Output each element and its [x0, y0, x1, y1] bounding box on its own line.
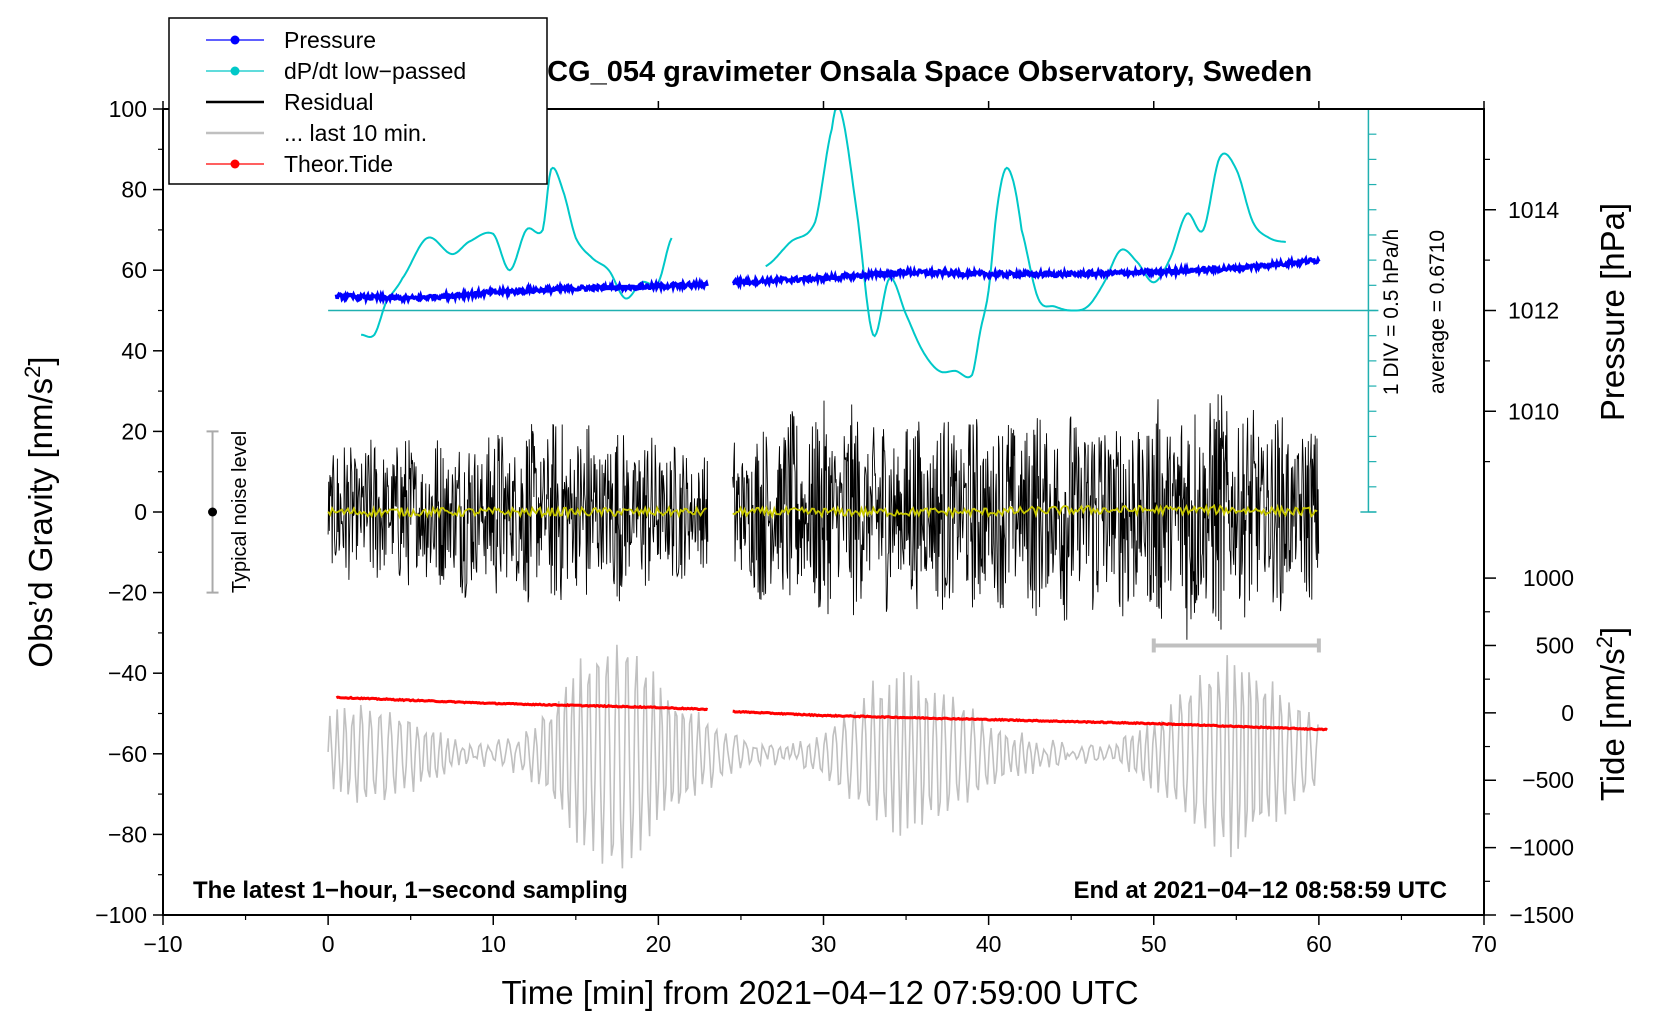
chart-title: SCG_054 gravimeter Onsala Space Observat…	[528, 56, 1312, 88]
pressure-tick-label: 1012	[1508, 298, 1559, 324]
y-axis-label: Obs’d Gravity [nm/s2]	[20, 356, 59, 667]
x-tick-label: 30	[811, 931, 837, 957]
tide-tick-label: 500	[1536, 632, 1574, 658]
annotation-sampling: The latest 1−hour, 1−second sampling	[193, 877, 628, 904]
x-tick-label: 70	[1471, 931, 1497, 957]
y-tick-label: 20	[121, 418, 147, 444]
x-tick-label: 0	[322, 931, 335, 957]
y-tick-label: −100	[95, 902, 147, 928]
x-tick-label: −10	[143, 931, 182, 957]
y-tick-label: 60	[121, 257, 147, 283]
dpdt-scale-label: 1 DIV = 0.5 hPa/h	[1380, 229, 1403, 395]
y-tick-label: −40	[108, 660, 147, 686]
legend-label: Theor.Tide	[284, 151, 393, 177]
annotation-end-time: End at 2021−04−12 08:58:59 UTC	[1073, 877, 1447, 904]
y-tick-label: −60	[108, 741, 147, 767]
series-dpdt	[360, 166, 673, 339]
tide-tick-label: −500	[1522, 767, 1574, 793]
x-tick-label: 10	[480, 931, 506, 957]
x-tick-label: 40	[976, 931, 1002, 957]
dpdt-average-label: average = 0.6710	[1426, 230, 1449, 394]
y-tick-label: 100	[109, 96, 147, 122]
series-dpdt	[765, 108, 1286, 379]
x-tick-label: 60	[1306, 931, 1332, 957]
noise-level-center	[208, 507, 218, 517]
y-tick-label: −80	[108, 821, 147, 847]
x-axis-label: Time [min] from 2021−04−12 07:59:00 UTC	[501, 974, 1138, 1011]
series-residual-smoothed	[732, 503, 1318, 520]
x-tick-label: 50	[1141, 931, 1167, 957]
legend-marker	[230, 159, 240, 169]
series-residual	[732, 394, 1320, 640]
y-tick-label: −20	[108, 580, 147, 606]
legend: Pressure dP/dt low−passed Residual ... last…	[168, 17, 548, 185]
legend-label: dP/dt low−passed	[284, 58, 466, 84]
series-theor-tide	[732, 709, 1328, 732]
series-pressure	[334, 276, 709, 306]
tide-tick-label: 1000	[1523, 565, 1574, 591]
x-tick-label: 20	[646, 931, 672, 957]
legend-label: Pressure	[284, 27, 376, 53]
pressure-tick-label: 1014	[1508, 197, 1559, 223]
tide-tick-label: −1000	[1509, 835, 1574, 861]
y-tick-label: 80	[121, 177, 147, 203]
legend-label: Residual	[284, 89, 374, 115]
series-last-10-min	[327, 644, 1319, 869]
tide-tick-label: −1500	[1509, 902, 1574, 928]
tide-axis-label: Tide [nm/s2]	[1592, 627, 1631, 801]
tide-tick-label: 0	[1561, 700, 1574, 726]
legend-label: ... last 10 min.	[284, 120, 427, 146]
series-theor-tide	[335, 695, 709, 712]
pressure-tick-label: 1010	[1508, 398, 1559, 424]
y-tick-label: 0	[134, 499, 147, 525]
legend-marker	[230, 66, 240, 76]
y-tick-label: 40	[121, 338, 147, 364]
legend-marker	[230, 35, 240, 45]
series-residual	[327, 423, 709, 603]
noise-level-label: Typical noise level	[229, 431, 251, 593]
pressure-axis-label: Pressure [hPa]	[1594, 203, 1631, 421]
series-pressure	[731, 254, 1321, 291]
series-residual-smoothed	[327, 504, 707, 520]
